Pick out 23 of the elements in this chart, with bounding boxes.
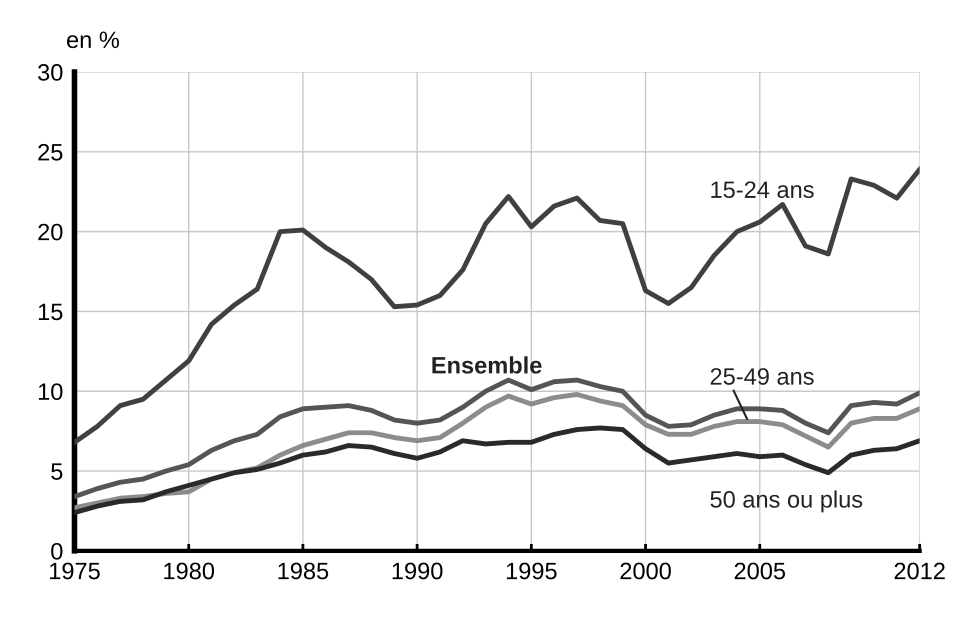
y-tick-label: 5 [51,463,62,480]
y-tick-label: 0 [51,542,62,560]
x-tick-label: 1990 [392,562,442,580]
line-series [74,392,920,510]
y-tick-label: 25 [38,144,62,161]
series-label: Ensemble [432,356,542,374]
y-tick-label: 10 [38,383,62,400]
line-series [74,166,920,445]
series-label: 15-24 ans [711,181,814,198]
x-tick-label: 2012 [894,562,945,580]
x-tick-label: 1995 [506,562,557,580]
x-tick-label: 1975 [50,562,100,580]
y-tick-label: 30 [38,64,62,81]
line-series [74,426,920,515]
series-label: 50 ans ou plus [710,490,862,512]
y-axis-title: en % [67,32,120,48]
y-tick-label: 15 [38,304,62,320]
x-tick-label: 2005 [734,562,786,580]
x-tick-label: 1980 [164,562,214,580]
series-label: 25-49 ans [710,368,814,385]
x-tick-label: 1985 [278,562,328,580]
y-tick-label: 20 [38,224,62,240]
x-tick-label: 2000 [620,562,671,580]
